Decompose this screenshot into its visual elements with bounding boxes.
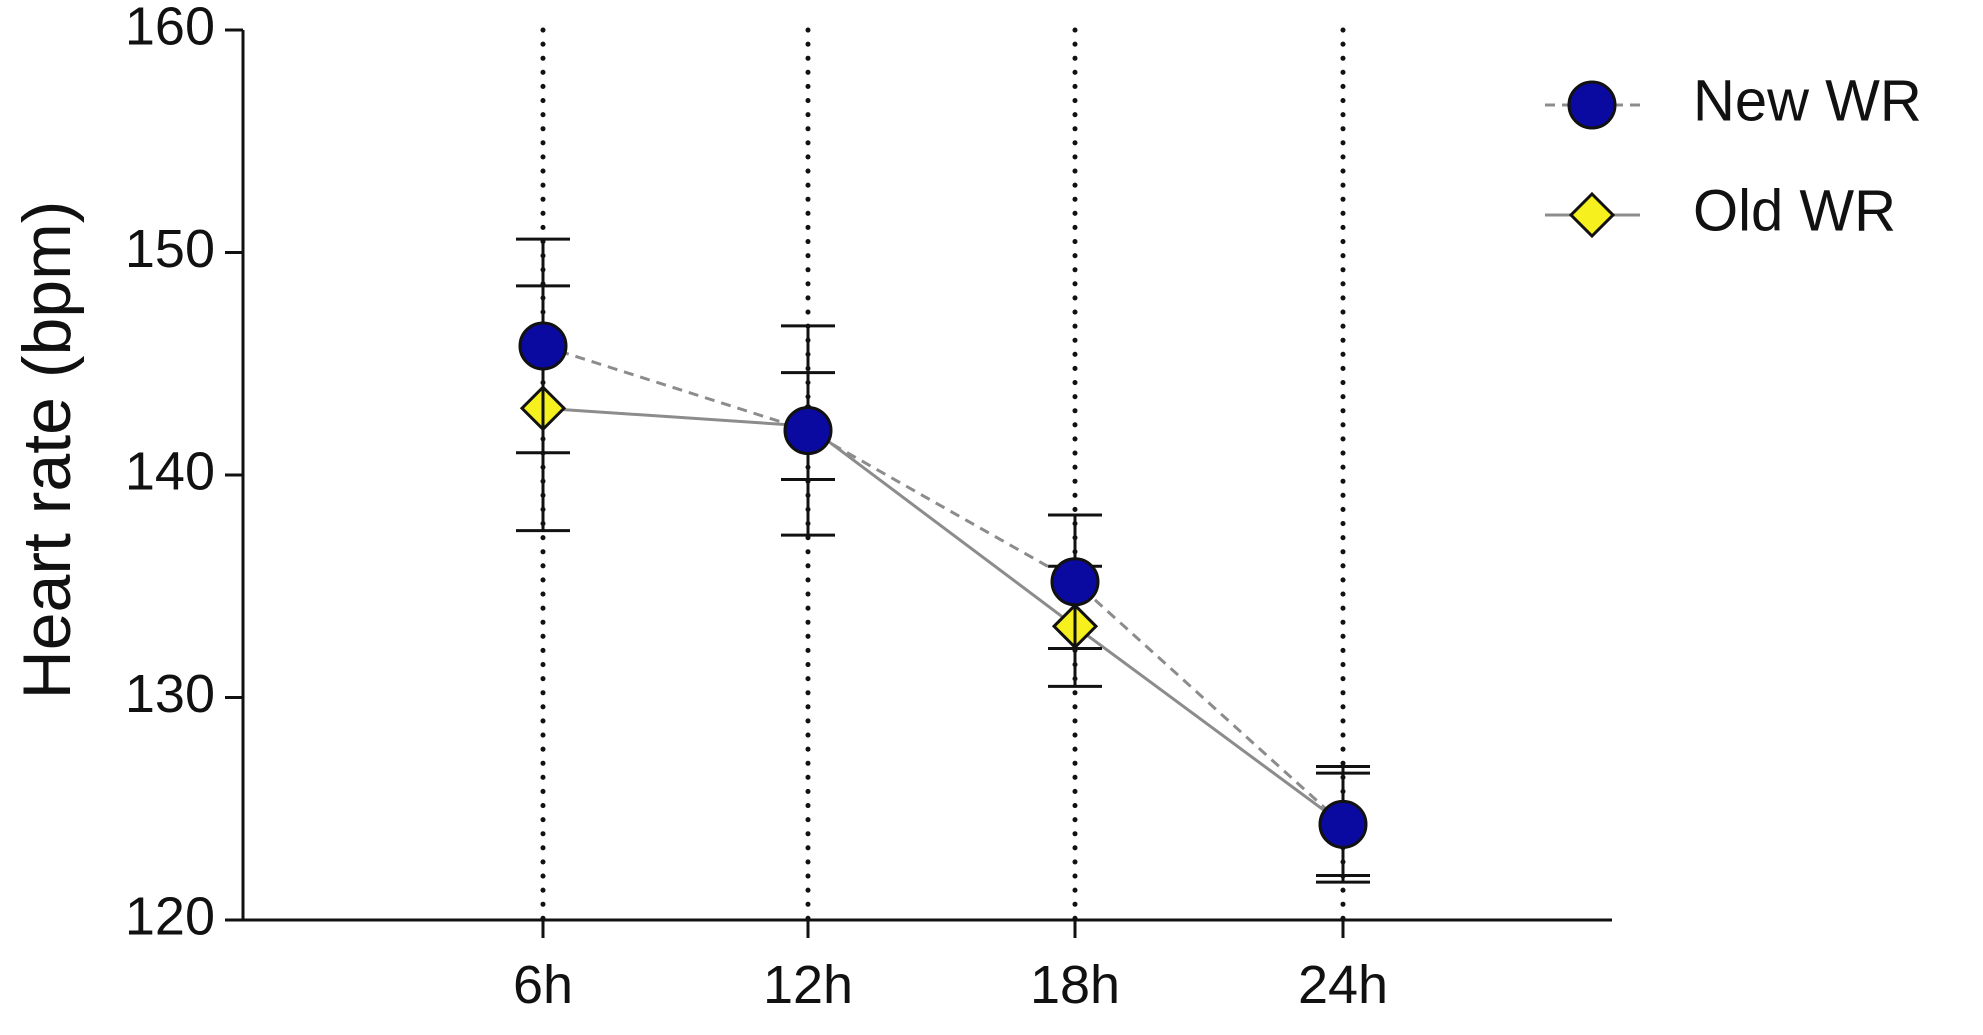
x-tick-label-12h: 12h	[763, 955, 853, 1015]
legend-marker-new-wr	[1567, 80, 1617, 130]
legend-item-old-wr: Old WR	[1545, 178, 1896, 243]
x-tick-label-6h: 6h	[513, 955, 573, 1015]
y-tick-label-120: 120	[125, 886, 215, 946]
point-new-wr-12h	[783, 406, 833, 455]
legend-label-new-wr: New WR	[1693, 68, 1922, 133]
x-tick-label-18h: 18h	[1030, 955, 1120, 1015]
legend-item-new-wr: New WR	[1545, 68, 1922, 133]
y-axis-label: Heart rate (bpm)	[9, 201, 85, 700]
series-layer	[516, 237, 1370, 884]
series-old-wr	[516, 284, 1370, 877]
y-tick-label-140: 140	[125, 441, 215, 501]
x-tick-label-24h: 24h	[1298, 955, 1388, 1015]
legend-marker-old-wr	[1568, 191, 1616, 239]
series-line-old-wr	[542, 406, 1344, 826]
tick-labels: 120 130 140 150 160 6h 12h 18h 24h	[125, 0, 1388, 1015]
point-new-wr-6h	[518, 321, 568, 371]
point-new-wr-24h	[1318, 799, 1368, 849]
vertical-reference-lines	[540, 27, 1346, 923]
series-new-wr	[516, 237, 1370, 884]
y-tick-label-160: 160	[125, 0, 215, 56]
point-new-wr-18h	[1050, 557, 1100, 607]
y-tick-label-150: 150	[125, 219, 215, 279]
series-line-new-wr	[542, 344, 1345, 826]
legend: New WR Old WR	[1545, 68, 1922, 243]
legend-label-old-wr: Old WR	[1693, 178, 1896, 243]
axes	[225, 28, 1612, 938]
y-tick-label-130: 130	[125, 664, 215, 724]
